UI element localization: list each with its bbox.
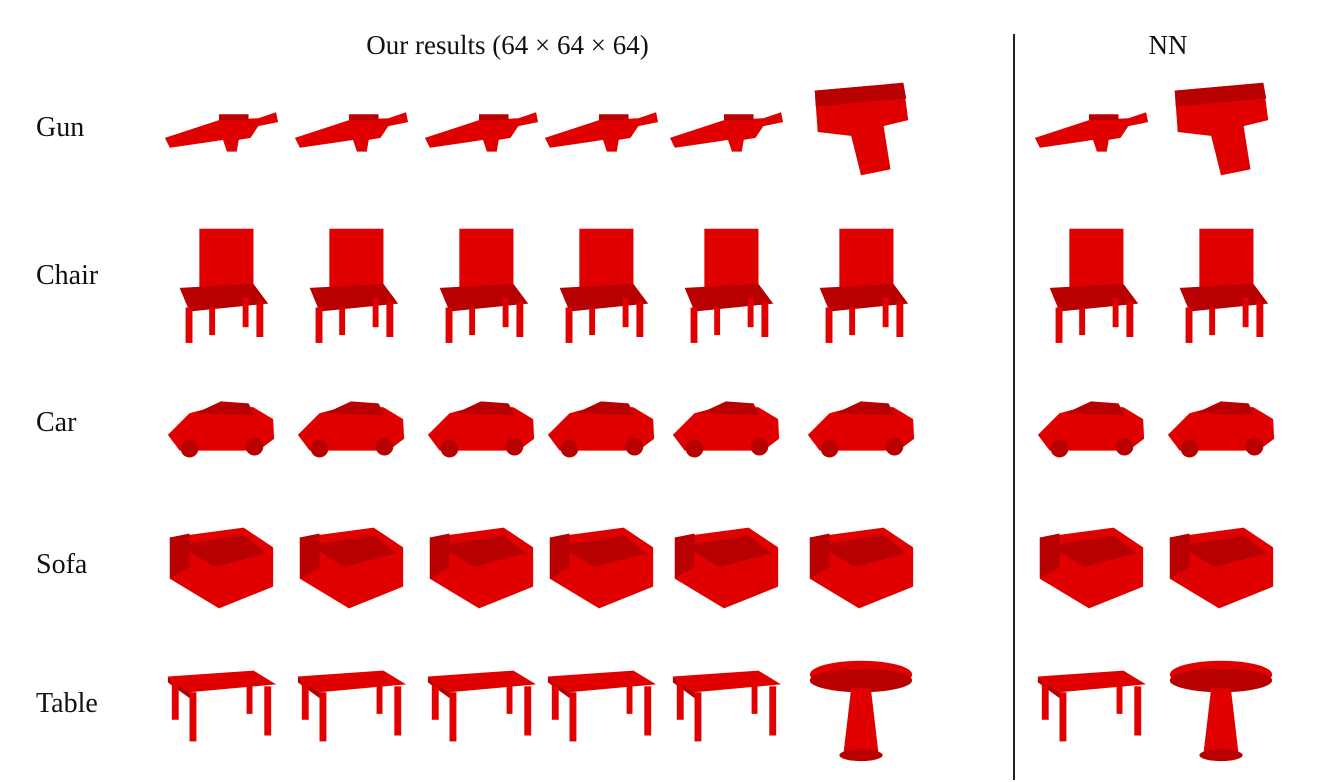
car-icon: [540, 355, 662, 495]
chair-icon: [540, 208, 662, 348]
row-label-sofa: Sofa: [36, 549, 88, 580]
car-icon: [420, 355, 542, 495]
car-icon: [800, 355, 922, 495]
table-icon: [290, 636, 412, 776]
table-icon: [1030, 636, 1152, 776]
pistol-icon: [1160, 60, 1282, 200]
row-label-table: Table: [36, 688, 98, 719]
sofa-icon: [800, 497, 922, 637]
chair-icon: [1030, 208, 1152, 348]
rifle-icon: [665, 60, 787, 200]
chair-icon: [800, 208, 922, 348]
rifle-icon: [160, 60, 282, 200]
round-table-icon: [800, 636, 922, 776]
row-label-gun: Gun: [36, 112, 85, 143]
car-icon: [160, 355, 282, 495]
row-label-chair: Chair: [36, 260, 99, 291]
column-divider: [1013, 34, 1015, 780]
car-icon: [290, 355, 412, 495]
chair-icon: [290, 208, 412, 348]
car-icon: [1160, 355, 1282, 495]
chair-icon: [160, 208, 282, 348]
sofa-icon: [540, 497, 662, 637]
sofa-icon: [1160, 497, 1282, 637]
row-label-car: Car: [36, 407, 77, 438]
sofa-icon: [420, 497, 542, 637]
car-icon: [665, 355, 787, 495]
sofa-icon: [290, 497, 412, 637]
rifle-icon: [290, 60, 412, 200]
header-our-results: Our results (64 × 64 × 64): [366, 30, 649, 60]
header-nn: NN: [1148, 30, 1188, 60]
table-icon: [420, 636, 542, 776]
sofa-icon: [1030, 497, 1152, 637]
chair-icon: [420, 208, 542, 348]
table-icon: [540, 636, 662, 776]
rifle-icon: [420, 60, 542, 200]
sofa-icon: [665, 497, 787, 637]
chair-icon: [1160, 208, 1282, 348]
car-icon: [1030, 355, 1152, 495]
chair-icon: [665, 208, 787, 348]
rifle-icon: [1030, 60, 1152, 200]
table-icon: [665, 636, 787, 776]
sofa-icon: [160, 497, 282, 637]
rifle-icon: [540, 60, 662, 200]
round-table-icon: [1160, 636, 1282, 776]
pistol-icon: [800, 60, 922, 200]
table-icon: [160, 636, 282, 776]
